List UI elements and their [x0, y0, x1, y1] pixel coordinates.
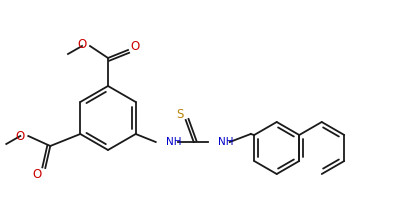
- Text: NH: NH: [166, 137, 181, 147]
- Text: O: O: [16, 130, 25, 142]
- Text: O: O: [33, 167, 42, 180]
- Text: NH: NH: [218, 137, 233, 147]
- Text: S: S: [176, 109, 184, 121]
- Text: O: O: [130, 40, 140, 53]
- Text: O: O: [77, 38, 86, 50]
